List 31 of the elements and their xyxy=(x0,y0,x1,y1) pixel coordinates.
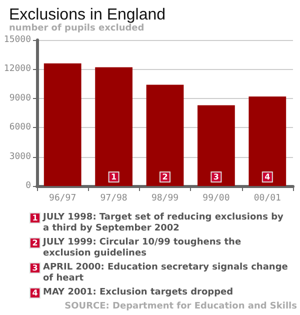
text: 2 xyxy=(32,238,38,248)
y-tick-label: 9000 xyxy=(9,93,31,104)
chart-title: Exclusions in England xyxy=(9,6,166,24)
y-tick-label: 15000 xyxy=(4,35,31,45)
text: JULY 1999: Circular 10/99 toughens the exclusion guidelines xyxy=(42,238,244,258)
bar xyxy=(248,96,286,186)
x-tick-label: 97/98 xyxy=(100,194,128,204)
y-tick-label: 3000 xyxy=(9,152,31,162)
source-note: SOURCE: Department for Education and Skills xyxy=(64,302,298,312)
text: APRIL 2000: Education secretary signals change of heart xyxy=(43,262,292,284)
x-tick-label: 98/99 xyxy=(151,194,179,204)
x-tick-label: 00/01 xyxy=(254,194,281,204)
y-tick-label: 12000 xyxy=(4,64,31,74)
chart-subtitle: number of pupils excluded xyxy=(9,24,144,34)
x-tick-label: 99/00 xyxy=(202,194,230,204)
y-tick-label: 0 xyxy=(26,181,31,191)
annotation: 2 xyxy=(162,172,168,182)
bar xyxy=(146,84,184,186)
text: JULY 1998: Target set of reducing exclusions by a third by September 2002 xyxy=(42,212,287,234)
annotation: 3 xyxy=(213,172,219,182)
y-tick-label: 6000 xyxy=(9,122,31,133)
annotation: 1 xyxy=(111,172,118,182)
text: 3 xyxy=(32,264,38,272)
bar xyxy=(198,105,235,186)
text: MAY 2001: Exclusion targets dropped xyxy=(43,288,234,298)
annotation: 4 xyxy=(264,172,271,182)
x-tick-label: 96/97 xyxy=(49,194,76,204)
bar xyxy=(44,63,82,186)
text: 1 xyxy=(32,214,38,222)
text: 4 xyxy=(32,288,38,298)
bar xyxy=(95,67,132,186)
